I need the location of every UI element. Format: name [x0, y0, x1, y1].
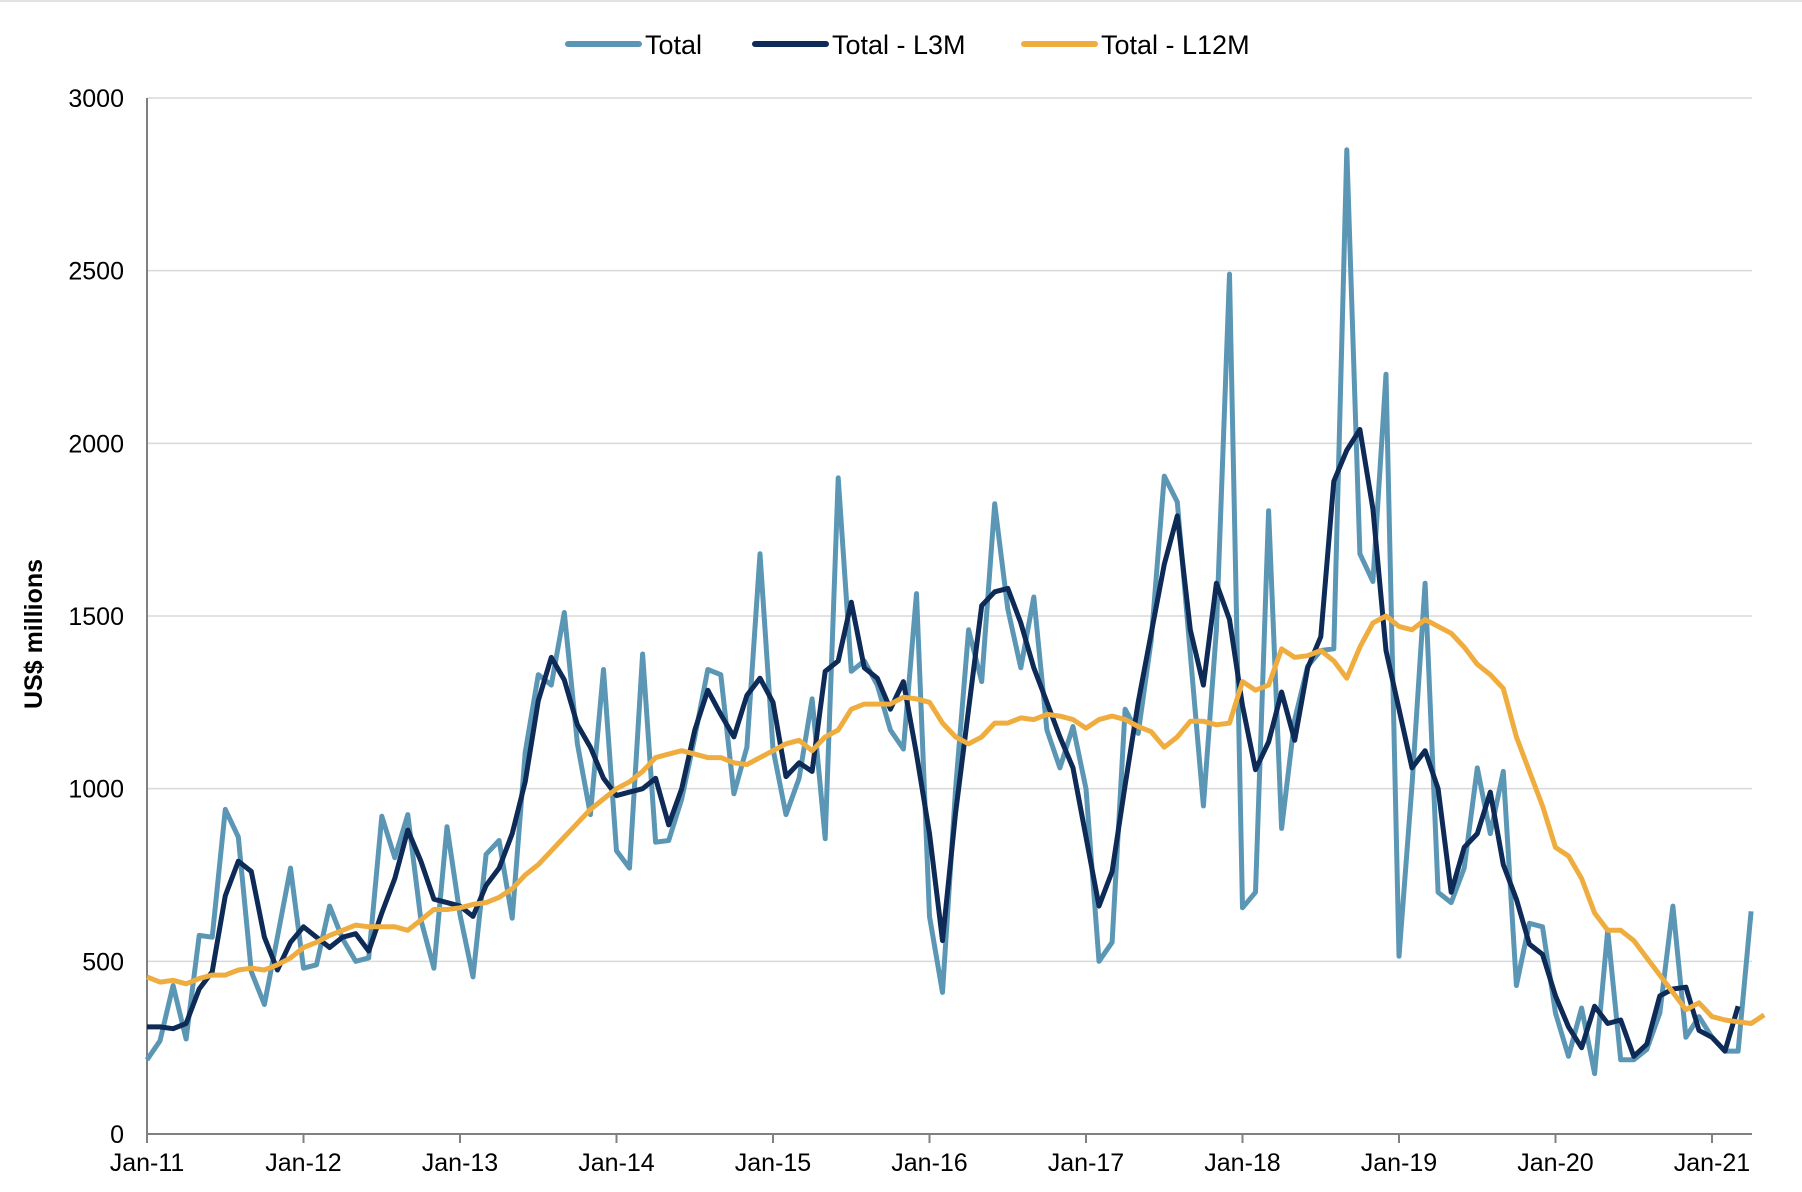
y-tick-label: 3000 — [68, 85, 124, 113]
y-tick-label: 500 — [82, 948, 124, 976]
x-tick-label: Jan-21 — [1674, 1149, 1750, 1177]
y-tick-label: 1000 — [68, 776, 124, 804]
x-tick-label: Jan-13 — [422, 1149, 498, 1177]
x-tick-label: Jan-16 — [891, 1149, 967, 1177]
legend-label: Total - L3M — [832, 30, 966, 60]
legend-label: Total — [645, 30, 702, 60]
x-tick-label: Jan-11 — [110, 1149, 185, 1177]
x-tick-label: Jan-14 — [578, 1149, 655, 1177]
x-tick-label: Jan-17 — [1048, 1149, 1124, 1177]
gridlines — [147, 97, 1752, 963]
y-tick-label: 2000 — [68, 430, 124, 458]
y-axis-tick-labels: 0 500 1000 1500 2000 2500 3000 — [68, 85, 124, 1149]
x-tick-label: Jan-12 — [265, 1149, 341, 1177]
axes — [146, 98, 1752, 1143]
x-tick-label: Jan-19 — [1361, 1149, 1437, 1177]
x-axis-tick-labels: Jan-11 Jan-12 Jan-13 Jan-14 Jan-15 Jan-16 Jan-… — [110, 1149, 1751, 1177]
series-lines — [144, 147, 1766, 1077]
y-axis-title: US$ millions — [20, 559, 48, 709]
y-tick-label: 2500 — [68, 258, 124, 286]
x-tick-label: Jan-18 — [1204, 1149, 1280, 1177]
x-tick-label: Jan-20 — [1517, 1149, 1593, 1177]
y-tick-label: 0 — [110, 1121, 124, 1149]
series-line-2 — [146, 613, 1766, 1026]
y-tick-label: 1500 — [68, 603, 124, 631]
series-line-1 — [147, 427, 1741, 1059]
legend-label: Total - L12M — [1101, 30, 1250, 60]
legend: Total Total - L3M Total - L12M — [565, 30, 1250, 60]
x-tick-label: Jan-15 — [735, 1149, 811, 1177]
